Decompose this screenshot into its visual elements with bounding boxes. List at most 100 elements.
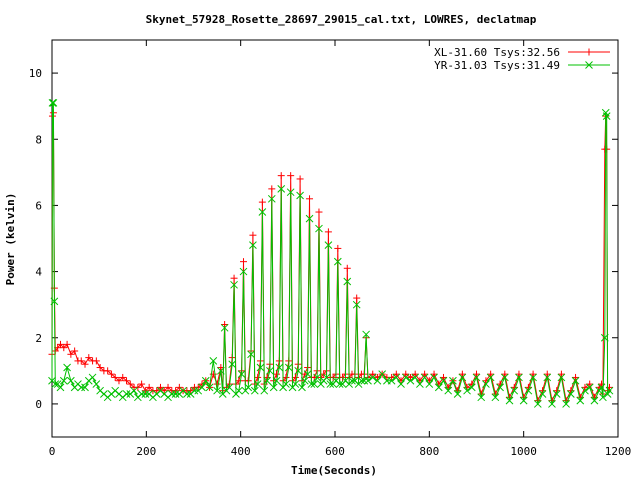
data-point xyxy=(467,383,476,392)
data-point xyxy=(505,396,514,405)
data-point xyxy=(324,241,333,249)
data-point xyxy=(284,363,293,372)
data-point xyxy=(392,370,400,378)
data-point xyxy=(183,390,191,398)
data-point xyxy=(343,264,351,272)
data-point xyxy=(420,373,429,382)
x-tick-label: 1200 xyxy=(605,445,632,458)
data-point xyxy=(482,380,490,388)
data-point xyxy=(353,294,361,302)
data-point xyxy=(67,350,75,358)
data-point xyxy=(250,386,259,395)
data-point xyxy=(282,380,290,388)
data-point xyxy=(258,208,267,216)
legend-marker xyxy=(585,48,593,56)
data-point xyxy=(586,380,594,388)
data-point xyxy=(486,373,495,382)
data-point xyxy=(85,354,93,362)
data-point xyxy=(401,373,410,382)
data-point xyxy=(201,376,210,385)
data-point xyxy=(606,383,614,391)
data-point xyxy=(167,390,176,398)
data-point xyxy=(92,380,101,388)
data-point xyxy=(357,376,366,385)
data-point xyxy=(369,370,377,378)
data-point xyxy=(576,396,585,405)
data-point xyxy=(141,387,149,395)
data-point xyxy=(519,396,528,405)
data-point xyxy=(406,376,415,385)
data-point xyxy=(533,400,542,408)
data-point xyxy=(81,383,89,392)
data-point xyxy=(291,380,300,388)
data-point xyxy=(217,366,225,375)
data-point xyxy=(272,376,281,385)
data-point xyxy=(235,377,243,385)
data-point xyxy=(387,376,396,385)
data-point xyxy=(48,99,57,107)
data-point xyxy=(397,380,405,388)
data-point xyxy=(220,323,229,332)
data-point xyxy=(111,373,119,381)
data-point xyxy=(137,390,146,398)
data-point xyxy=(171,390,180,398)
data-point xyxy=(296,175,304,183)
data-point xyxy=(249,241,257,249)
data-point xyxy=(430,370,438,378)
data-point xyxy=(326,380,335,388)
data-point xyxy=(378,370,387,378)
data-point xyxy=(538,390,547,398)
data-point xyxy=(60,344,68,352)
data-point xyxy=(335,380,344,388)
data-point xyxy=(411,370,419,378)
data-point xyxy=(50,297,59,306)
data-point xyxy=(63,340,71,348)
y-tick-label: 0 xyxy=(35,398,42,411)
data-point xyxy=(277,185,286,193)
data-point xyxy=(205,383,214,392)
data-point xyxy=(348,376,356,385)
data-point xyxy=(282,373,290,381)
data-point xyxy=(510,386,519,395)
data-point xyxy=(138,380,146,388)
data-point xyxy=(266,366,274,375)
data-point xyxy=(500,373,509,382)
data-point xyxy=(239,258,247,266)
data-point xyxy=(247,350,255,359)
data-point xyxy=(172,387,180,395)
data-point xyxy=(277,172,285,180)
data-point xyxy=(153,387,161,395)
data-point xyxy=(56,340,64,348)
data-point xyxy=(453,390,462,398)
data-point xyxy=(352,300,361,309)
data-point xyxy=(77,357,85,365)
x-tick-label: 600 xyxy=(325,445,345,458)
data-point xyxy=(249,231,257,239)
data-point xyxy=(164,383,172,391)
data-point xyxy=(104,367,112,375)
data-point xyxy=(434,383,443,392)
data-point xyxy=(294,366,303,375)
data-point xyxy=(175,383,183,391)
data-point xyxy=(425,380,434,388)
data-point xyxy=(156,383,164,391)
data-point xyxy=(244,383,253,392)
data-point xyxy=(406,373,414,381)
data-point xyxy=(263,376,271,385)
data-point xyxy=(160,387,168,395)
x-tick-label: 0 xyxy=(49,445,56,458)
data-point xyxy=(134,383,142,391)
data-point xyxy=(368,373,377,382)
data-point xyxy=(439,373,447,381)
y-axis-label: Power (kelvin) xyxy=(4,193,17,286)
data-point xyxy=(333,257,342,266)
data-point xyxy=(123,377,131,385)
data-point xyxy=(411,373,420,382)
x-tick-label: 1000 xyxy=(510,445,537,458)
data-point xyxy=(571,376,580,385)
data-point xyxy=(313,373,321,382)
data-point xyxy=(324,228,332,236)
data-point xyxy=(605,386,614,395)
data-point xyxy=(258,198,266,206)
data-point xyxy=(130,386,138,395)
